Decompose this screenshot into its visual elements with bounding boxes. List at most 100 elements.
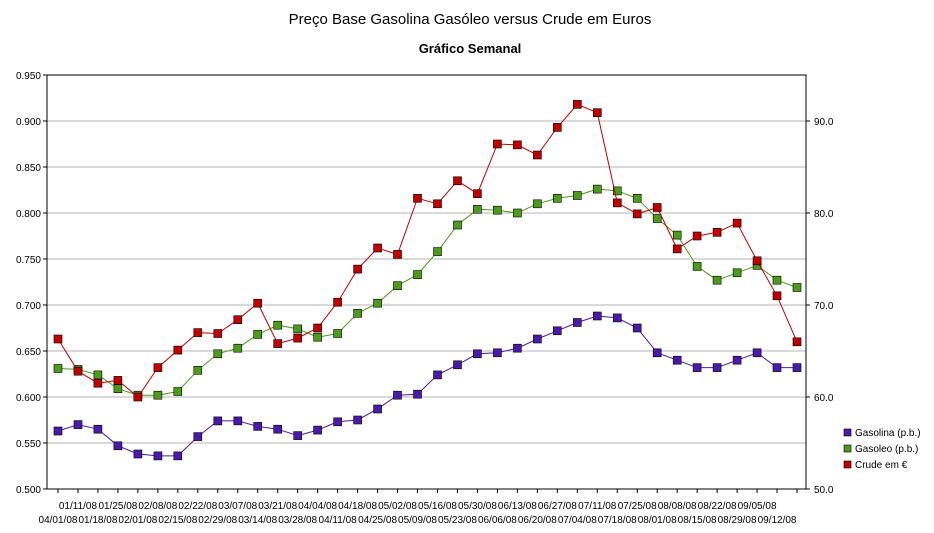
x-tick-label: 06/13/08 [498, 501, 537, 512]
legend-label: Gasoleo (p.b.) [855, 444, 918, 455]
data-point [473, 189, 482, 198]
data-point [333, 297, 342, 307]
data-point [133, 392, 143, 402]
data-point [513, 140, 522, 150]
data-point [193, 432, 203, 441]
data-point [792, 363, 802, 372]
left-tick-label: 0.750 [16, 255, 41, 266]
data-point [253, 330, 262, 339]
data-point [592, 184, 602, 194]
data-point [53, 364, 63, 373]
data-point [752, 348, 762, 358]
legend-swatch [843, 444, 852, 453]
x-tick-label: 05/16/08 [418, 501, 457, 512]
data-point [233, 343, 243, 353]
x-tick-label: 02/29/08 [198, 515, 237, 526]
x-tick-label: 06/06/08 [478, 515, 517, 526]
data-point [632, 194, 642, 203]
data-point [792, 283, 802, 292]
x-tick-label: 05/23/08 [438, 515, 477, 526]
x-tick-label: 07/11/08 [578, 501, 617, 512]
data-point [393, 250, 402, 259]
x-tick-label: 04/11/08 [319, 515, 358, 526]
right-tick-label: 70.0 [814, 301, 834, 312]
x-tick-label: 01/25/08 [98, 501, 137, 512]
legend-swatch [843, 460, 852, 469]
series-3 [53, 100, 802, 402]
data-point [273, 320, 283, 330]
data-point [73, 420, 83, 429]
data-point [213, 329, 223, 338]
data-point [253, 422, 262, 431]
data-point [73, 366, 83, 376]
series-1 [53, 311, 802, 461]
chart-subtitle: Gráfico Semanal [419, 41, 522, 56]
data-point [513, 343, 522, 353]
data-point [93, 378, 103, 388]
data-point [612, 186, 622, 196]
data-point [712, 228, 722, 237]
data-point [233, 315, 243, 325]
series-line [57, 315, 797, 457]
left-tick-label: 0.650 [16, 347, 41, 358]
x-tick-label: 08/15/08 [678, 515, 717, 526]
data-point [93, 370, 103, 380]
data-point [453, 360, 462, 370]
x-tick-label: 03/14/08 [238, 515, 277, 526]
right-tick-label: 60.0 [814, 393, 834, 404]
data-point [732, 355, 742, 365]
data-point [772, 275, 782, 285]
data-point [572, 100, 582, 109]
x-tick-label: 02/08/08 [138, 501, 177, 512]
data-point [552, 326, 562, 336]
right-y-axis: 50.0 60.0 70.0 80.0 90.0 [806, 117, 834, 496]
data-point [213, 349, 223, 359]
right-tick-label: 50.0 [814, 485, 834, 496]
data-point [373, 298, 382, 308]
data-point [313, 425, 322, 435]
data-point [732, 218, 742, 228]
data-point [772, 291, 782, 301]
data-point [393, 281, 402, 291]
data-point [313, 332, 322, 342]
data-point [353, 308, 362, 318]
data-point [732, 268, 742, 278]
data-point [413, 270, 422, 279]
data-point [572, 318, 582, 327]
x-tick-label: 04/04/08 [298, 501, 337, 512]
legend-swatch [843, 428, 852, 437]
data-point [473, 349, 482, 359]
data-point [712, 363, 722, 372]
x-tick-label: 09/12/08 [758, 515, 797, 526]
data-point [493, 348, 502, 358]
data-point [572, 191, 582, 200]
data-point [313, 323, 322, 333]
x-tick-label: 08/29/08 [718, 515, 757, 526]
series-layer [53, 100, 802, 461]
x-tick-label: 02/22/08 [178, 501, 217, 512]
x-tick-label: 08/22/08 [698, 501, 737, 512]
data-point [672, 244, 682, 254]
x-tick-label: 03/28/08 [278, 515, 317, 526]
data-point [93, 424, 103, 434]
x-tick-label: 04/25/08 [358, 515, 397, 526]
x-tick-label: 05/09/08 [398, 515, 437, 526]
left-tick-label: 0.600 [16, 393, 41, 404]
data-point [453, 176, 462, 186]
data-point [273, 424, 283, 434]
legend-label: Gasolina (p.b.) [855, 428, 921, 439]
legend-label: Crude em € [855, 460, 908, 471]
plot-area-frame [46, 74, 807, 490]
data-point [692, 231, 702, 241]
data-point [612, 313, 622, 323]
data-point [413, 389, 422, 399]
data-point [433, 370, 442, 380]
data-point [533, 199, 542, 209]
data-point [792, 337, 802, 347]
data-point [592, 311, 602, 321]
data-point [253, 298, 262, 308]
data-point [273, 339, 283, 348]
x-tick-label: 05/02/08 [378, 501, 417, 512]
